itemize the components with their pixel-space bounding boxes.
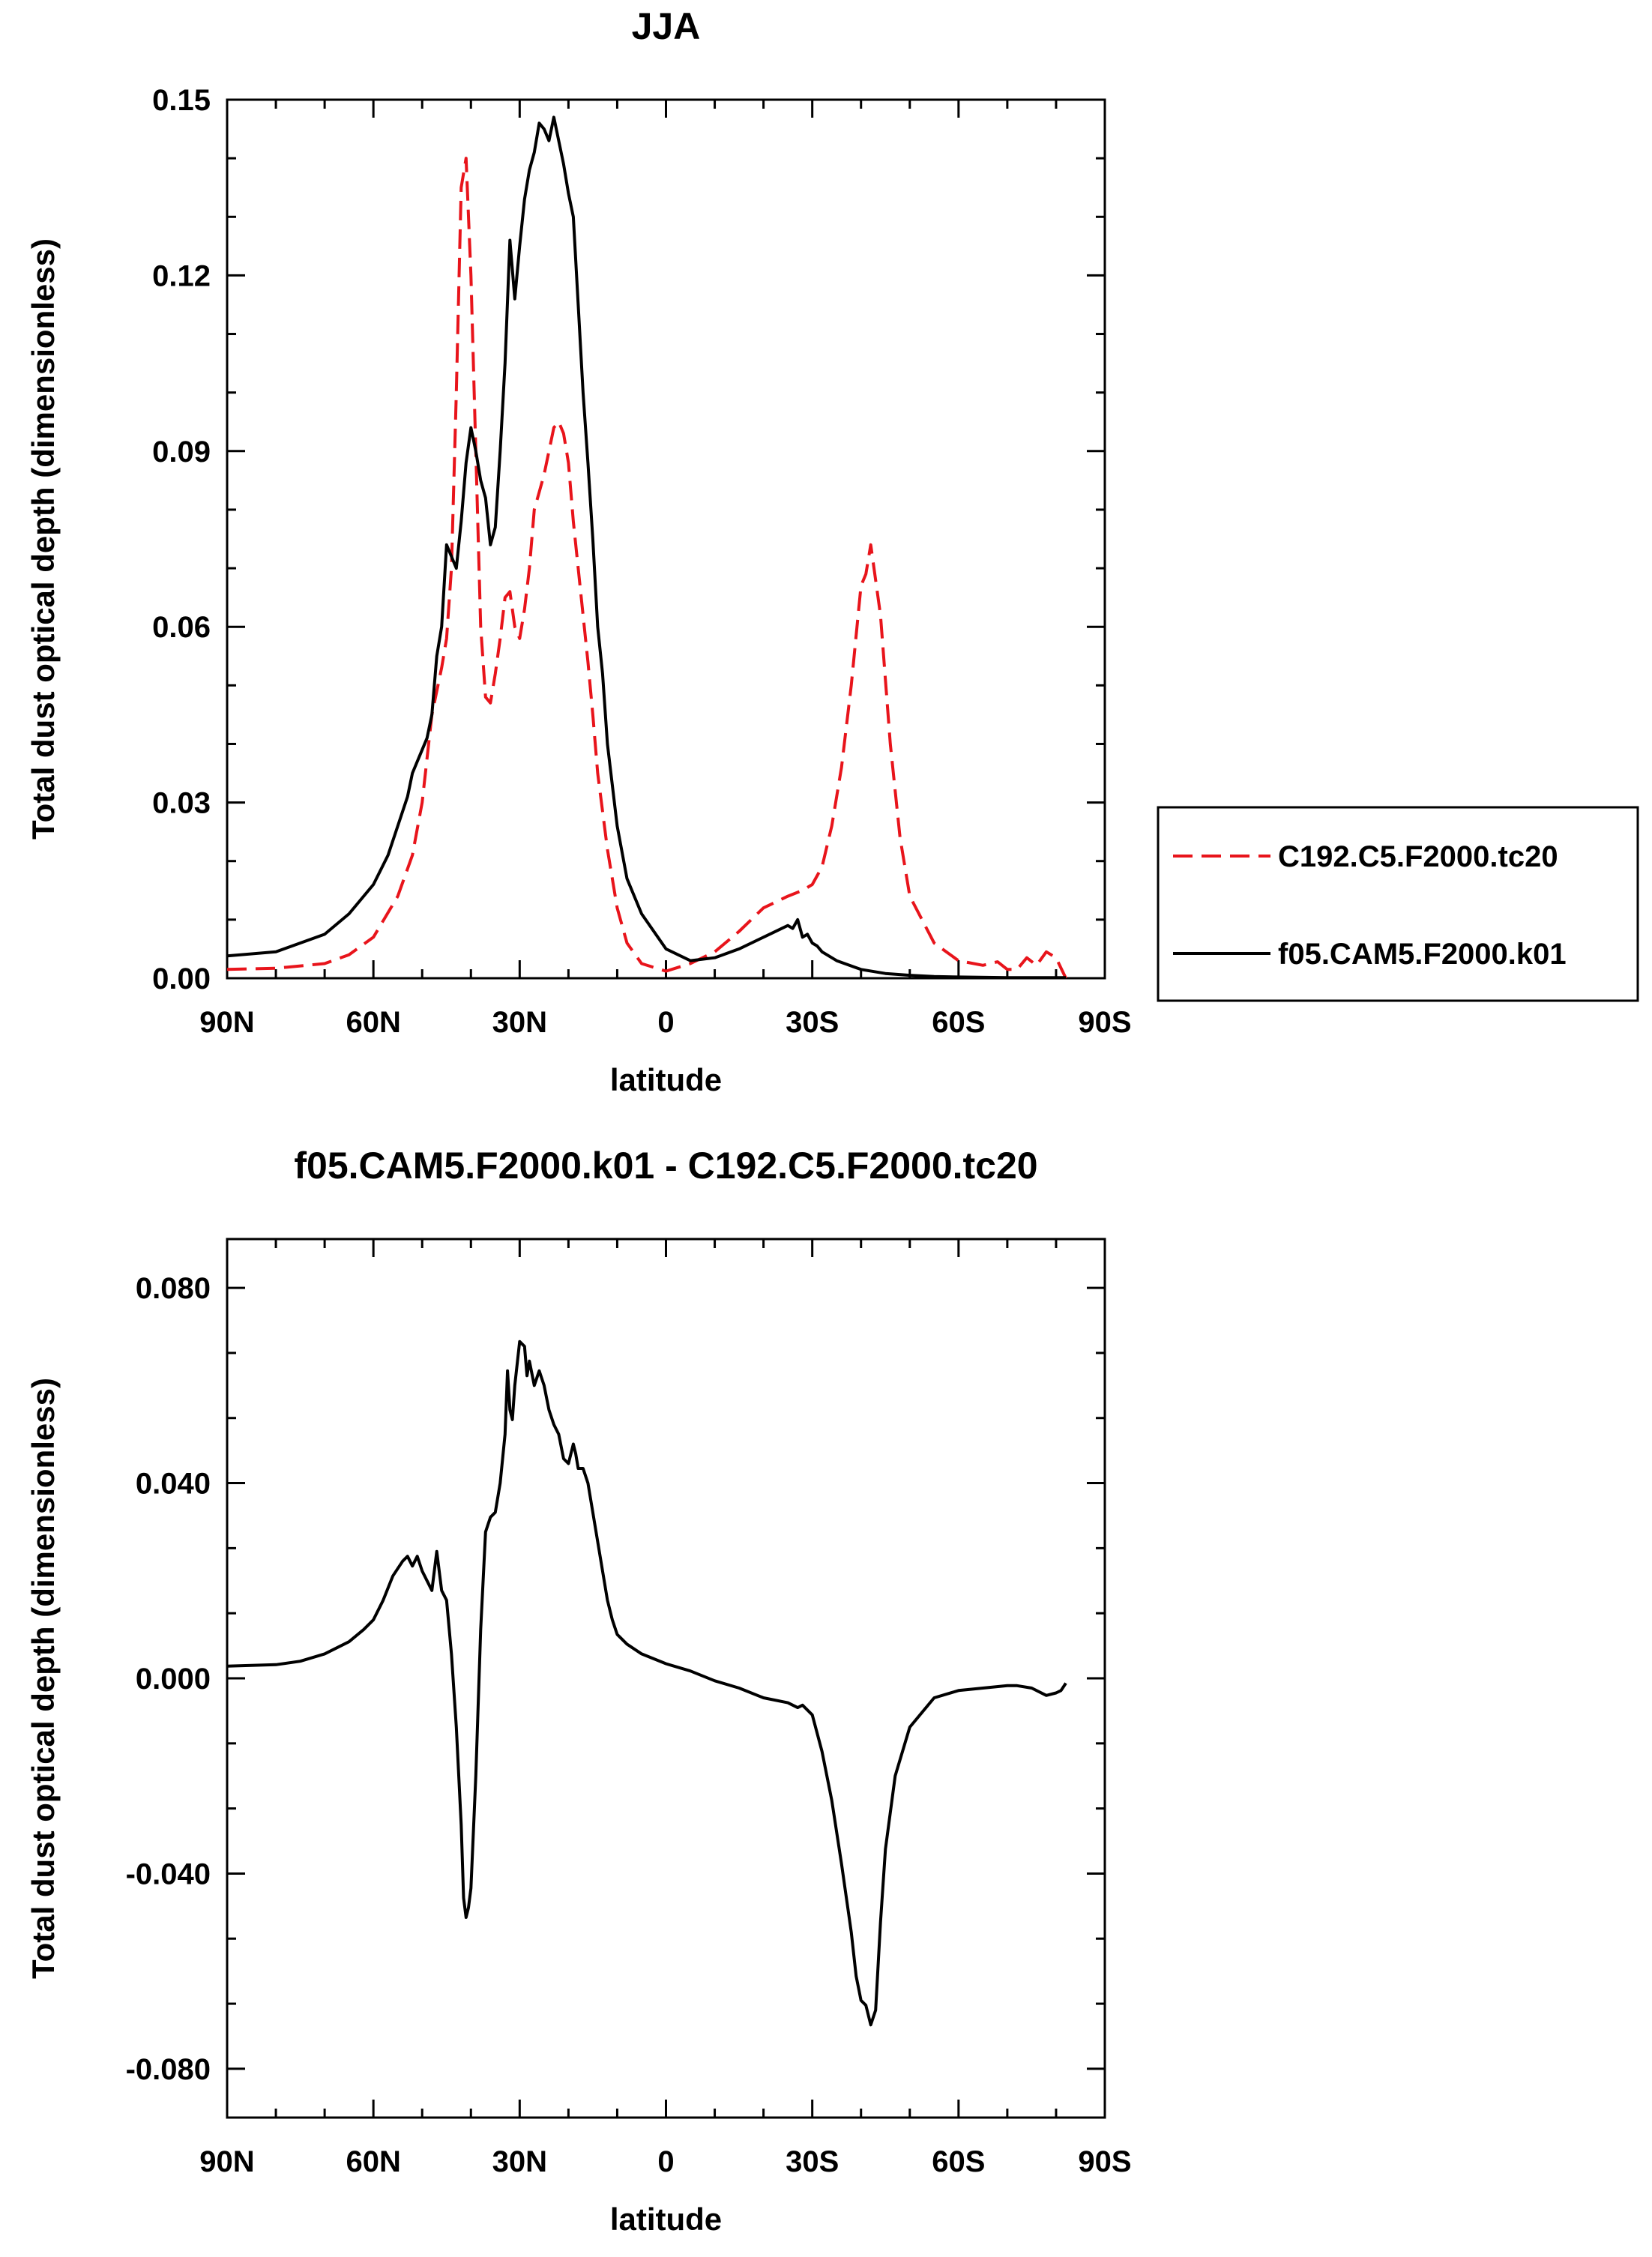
y-axis-label: Total dust optical depth (dimensionless) (25, 1378, 61, 1979)
y-tick-label: 0.080 (136, 1272, 211, 1305)
y-tick-label: 0.12 (152, 259, 211, 292)
x-tick-label: 60S (932, 1006, 985, 1039)
y-tick-label: -0.080 (126, 2053, 211, 2086)
x-tick-label: 30S (786, 2145, 839, 2178)
x-tick-label: 60S (932, 2145, 985, 2178)
x-axis-label: latitude (610, 1062, 722, 1097)
chart-title: JJA (632, 5, 701, 47)
series-line-f05.CAM5.F2000.k01 (226, 115, 1066, 980)
top-panel: JJA 90N 60N 30N 0 30S 60S 90S 0.00 0.03 0.06 0.09 0.… (25, 5, 1639, 1097)
y-tick-label: -0.040 (126, 1857, 211, 1890)
bottom-panel: f05.CAM5.F2000.k01 - C192.C5.F2000.tc20 9… (25, 1145, 1132, 2237)
x-tick-label: 90S (1078, 2145, 1131, 2178)
y-axis-label: Total dust optical depth (dimensionless) (25, 238, 61, 840)
series-line-difference (226, 1340, 1067, 2027)
x-tick-label: 60N (346, 1006, 400, 1039)
x-tick-label: 90S (1078, 1006, 1131, 1039)
x-tick-label: 30S (786, 1006, 839, 1039)
x-tick-label: 30N (492, 2145, 547, 2178)
chart-title: f05.CAM5.F2000.k01 - C192.C5.F2000.tc20 (294, 1145, 1037, 1187)
y-tick-label: 0.000 (136, 1663, 211, 1696)
y-tick-label: 0.06 (152, 611, 211, 644)
legend-box (1157, 806, 1639, 1002)
x-tick-label: 0 (657, 2145, 674, 2178)
x-tick-label: 90N (199, 1006, 254, 1039)
y-tick-label: 0.03 (152, 787, 211, 820)
series-line-C192.C5.F2000.tc20 (226, 157, 1067, 979)
legend-label: f05.CAM5.F2000.k01 (1278, 938, 1567, 971)
x-tick-label: 90N (199, 2145, 254, 2178)
legend-label: C192.C5.F2000.tc20 (1278, 840, 1558, 873)
y-tick-label: 0.15 (152, 84, 211, 117)
y-tick-label: 0.040 (136, 1468, 211, 1501)
x-axis-label: latitude (610, 2202, 722, 2237)
x-tick-label: 30N (492, 1006, 547, 1039)
x-tick-label: 0 (657, 1006, 674, 1039)
y-tick-label: 0.09 (152, 436, 211, 468)
x-tick-label: 60N (346, 2145, 400, 2178)
y-tick-label: 0.00 (152, 962, 211, 995)
